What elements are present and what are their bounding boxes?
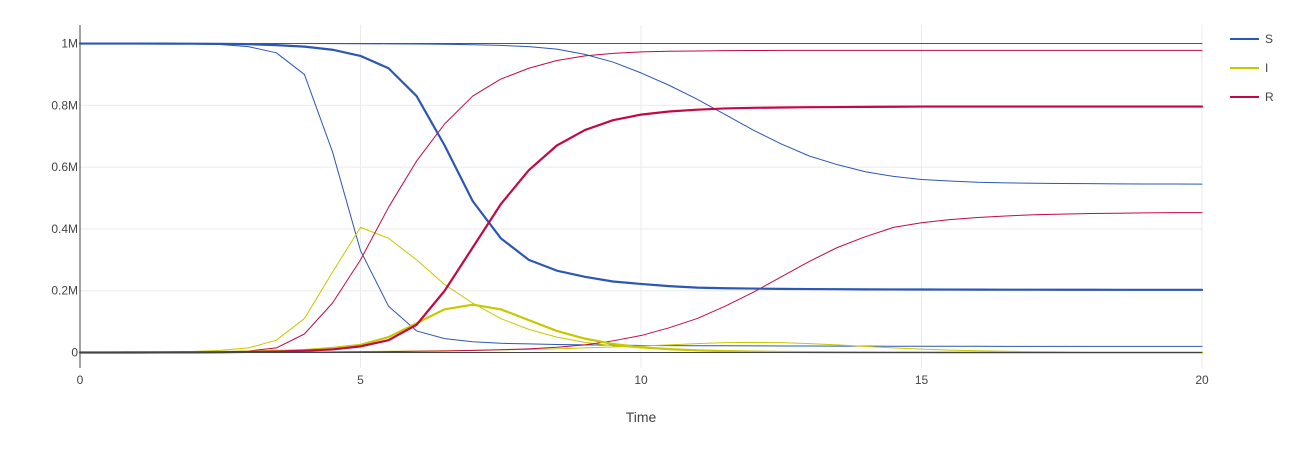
y-tick-label: 0.8M — [51, 98, 78, 112]
legend-label: R — [1265, 90, 1274, 104]
x-axis-title: Time — [626, 409, 657, 425]
x-tick-label: 5 — [357, 373, 364, 387]
gridlines — [79, 25, 1203, 368]
x-tick-label: 20 — [1195, 373, 1209, 387]
legend-item-r[interactable]: R — [1230, 90, 1274, 104]
series-line-r-9 — [78, 105, 1204, 354]
series-line-r-8 — [79, 49, 1203, 354]
legend: S I R — [1230, 32, 1274, 104]
x-tick-label: 0 — [77, 373, 84, 387]
axes — [79, 25, 1202, 368]
legend-label: S — [1265, 32, 1273, 46]
y-tick-labels: 0 0.2M 0.4M 0.6M 0.8M 1M — [51, 37, 78, 360]
series-line-s-2 — [78, 42, 1204, 291]
y-tick-label: 1M — [61, 37, 78, 51]
x-tick-label: 10 — [634, 373, 648, 387]
y-tick-label: 0 — [71, 346, 78, 360]
y-tick-label: 0.4M — [51, 222, 78, 236]
legend-item-i[interactable]: I — [1230, 61, 1268, 75]
series-line-s-1 — [79, 43, 1203, 347]
legend-item-s[interactable]: S — [1230, 32, 1273, 46]
legend-label: I — [1265, 61, 1268, 75]
x-tick-label: 15 — [915, 373, 929, 387]
x-tick-labels: 0 5 10 15 20 — [77, 373, 1209, 387]
y-tick-label: 0.6M — [51, 160, 78, 174]
y-tick-label: 0.2M — [51, 284, 78, 298]
